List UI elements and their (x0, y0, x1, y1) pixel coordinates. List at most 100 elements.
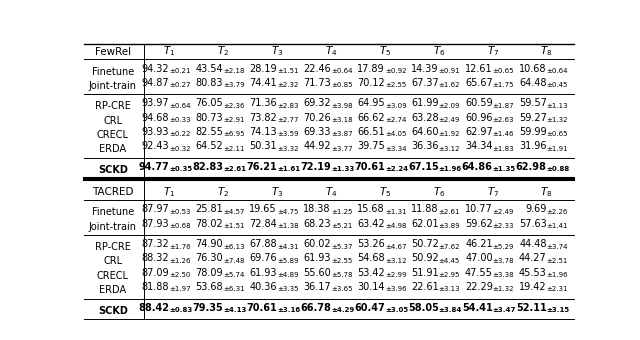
Text: ±3.87: ±3.87 (331, 131, 353, 137)
Text: ±1.41: ±1.41 (547, 223, 568, 229)
Text: 44.48: 44.48 (519, 239, 547, 249)
Text: ±2.09: ±2.09 (439, 103, 460, 109)
Text: 28.19: 28.19 (249, 64, 277, 73)
Text: ±2.63: ±2.63 (493, 117, 514, 123)
Text: 58.05: 58.05 (408, 303, 439, 312)
Text: ±2.51: ±2.51 (547, 258, 568, 264)
Text: ±2.36: ±2.36 (223, 103, 244, 109)
Text: 87.32: 87.32 (141, 239, 169, 249)
Text: 52.11: 52.11 (516, 303, 547, 312)
Text: ±3.09: ±3.09 (385, 103, 406, 109)
Text: $T_{3}$: $T_{3}$ (271, 186, 283, 199)
Text: 82.55: 82.55 (195, 127, 223, 137)
Text: 94.77: 94.77 (138, 162, 169, 172)
Text: ±7.62: ±7.62 (439, 244, 460, 250)
Text: ±6.31: ±6.31 (223, 286, 244, 292)
Text: ±2.83: ±2.83 (277, 103, 298, 109)
Text: 50.72: 50.72 (411, 239, 439, 249)
Text: 60.59: 60.59 (465, 98, 493, 108)
Text: ±3.59: ±3.59 (277, 131, 298, 137)
Text: $T_{5}$: $T_{5}$ (379, 45, 391, 58)
Text: ±3.12: ±3.12 (439, 146, 460, 152)
Text: 70.61: 70.61 (354, 162, 385, 172)
Text: 64.52: 64.52 (195, 141, 223, 151)
Text: 88.42: 88.42 (138, 303, 169, 312)
Text: ±0.88: ±0.88 (547, 166, 570, 172)
Text: 73.82: 73.82 (249, 113, 277, 123)
Text: $T_{7}$: $T_{7}$ (486, 186, 499, 199)
Text: ±4.89: ±4.89 (277, 272, 298, 278)
Text: 53.42: 53.42 (357, 268, 385, 278)
Text: $T_{8}$: $T_{8}$ (540, 45, 553, 58)
Text: ±4.13: ±4.13 (223, 307, 246, 313)
Text: ±3.98: ±3.98 (331, 103, 353, 109)
Text: ±1.38: ±1.38 (277, 223, 298, 229)
Text: ±1.92: ±1.92 (439, 131, 460, 137)
Text: Finetune: Finetune (92, 207, 134, 217)
Text: 68.23: 68.23 (303, 219, 331, 228)
Text: ±6.95: ±6.95 (223, 131, 244, 137)
Text: 76.05: 76.05 (195, 98, 223, 108)
Text: 80.73: 80.73 (195, 113, 223, 123)
Text: 44.27: 44.27 (519, 254, 547, 264)
Text: 57.63: 57.63 (519, 219, 547, 228)
Text: ±3.84: ±3.84 (439, 307, 462, 313)
Text: 70.12: 70.12 (357, 78, 385, 88)
Text: ±2.33: ±2.33 (493, 223, 514, 229)
Text: ±0.64: ±0.64 (547, 68, 568, 74)
Text: SCKD: SCKD (98, 306, 128, 316)
Text: CRL: CRL (104, 116, 122, 126)
Text: ±3.32: ±3.32 (277, 146, 298, 152)
Text: ±1.61: ±1.61 (277, 166, 300, 172)
Text: 80.83: 80.83 (195, 78, 223, 88)
Text: 66.78: 66.78 (300, 303, 331, 312)
Text: $T_{3}$: $T_{3}$ (271, 45, 283, 58)
Text: 44.92: 44.92 (303, 141, 331, 151)
Text: CRECL: CRECL (97, 271, 129, 281)
Text: ±1.51: ±1.51 (223, 223, 244, 229)
Text: ±1.96: ±1.96 (439, 166, 462, 172)
Text: 70.61: 70.61 (246, 303, 277, 312)
Text: ±0.91: ±0.91 (439, 68, 460, 74)
Text: 64.60: 64.60 (412, 127, 439, 137)
Text: 19.42: 19.42 (519, 282, 547, 292)
Text: 76.30: 76.30 (195, 254, 223, 264)
Text: 78.09: 78.09 (195, 268, 223, 278)
Text: ±4.57: ±4.57 (223, 209, 244, 215)
Text: ±3.89: ±3.89 (439, 223, 460, 229)
Text: $T_{6}$: $T_{6}$ (433, 186, 445, 199)
Text: 53.68: 53.68 (195, 282, 223, 292)
Text: ±1.31: ±1.31 (385, 209, 406, 215)
Text: ±3.74: ±3.74 (547, 244, 568, 250)
Text: $T_{1}$: $T_{1}$ (163, 45, 175, 58)
Text: 63.42: 63.42 (357, 219, 385, 228)
Text: 36.36: 36.36 (412, 141, 439, 151)
Text: SCKD: SCKD (98, 165, 128, 175)
Text: 40.36: 40.36 (250, 282, 277, 292)
Text: 10.68: 10.68 (519, 64, 547, 73)
Text: ±4.67: ±4.67 (385, 244, 406, 250)
Text: 71.73: 71.73 (303, 78, 331, 88)
Text: $T_{4}$: $T_{4}$ (324, 45, 337, 58)
Text: 71.36: 71.36 (249, 98, 277, 108)
Text: $T_{2}$: $T_{2}$ (217, 45, 229, 58)
Text: 46.21: 46.21 (465, 239, 493, 249)
Text: ±3.16: ±3.16 (277, 307, 300, 313)
Text: ±2.61: ±2.61 (439, 209, 460, 215)
Text: 59.99: 59.99 (519, 127, 547, 137)
Text: 61.99: 61.99 (412, 98, 439, 108)
Text: ±1.91: ±1.91 (547, 146, 568, 152)
Text: ±0.53: ±0.53 (169, 209, 191, 215)
Text: 60.47: 60.47 (354, 303, 385, 312)
Text: Joint-train: Joint-train (89, 81, 137, 91)
Text: 59.62: 59.62 (465, 219, 493, 228)
Text: ±1.75: ±1.75 (493, 82, 514, 88)
Text: 74.90: 74.90 (195, 239, 223, 249)
Text: ±0.68: ±0.68 (169, 223, 191, 229)
Text: ±3.78: ±3.78 (493, 258, 515, 264)
Text: ±2.50: ±2.50 (169, 272, 190, 278)
Text: 60.02: 60.02 (303, 239, 331, 249)
Text: ±2.77: ±2.77 (277, 117, 298, 123)
Text: FewRel: FewRel (95, 47, 131, 56)
Text: ±2.26: ±2.26 (547, 209, 568, 215)
